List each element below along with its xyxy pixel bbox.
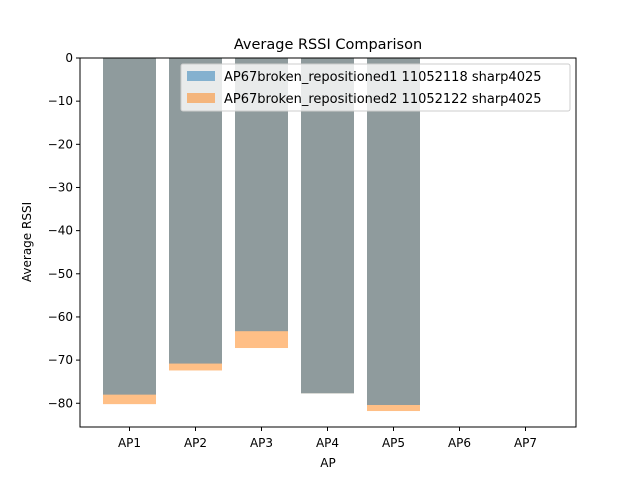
y-tick-label: −10 bbox=[48, 94, 73, 108]
bar-1-ap4 bbox=[301, 58, 354, 394]
chart-title: Average RSSI Comparison bbox=[234, 37, 422, 53]
x-axis-label: AP bbox=[320, 456, 335, 470]
y-tick-label: 0 bbox=[65, 51, 73, 65]
legend-box bbox=[180, 63, 571, 112]
legend-swatch bbox=[187, 71, 215, 81]
legend: AP67broken_repositioned1 11052118 sharp4… bbox=[180, 63, 571, 112]
y-tick-label: −60 bbox=[48, 310, 73, 324]
x-tick-label: AP5 bbox=[382, 436, 405, 450]
y-tick-label: −20 bbox=[48, 137, 73, 151]
x-axis: AP1 AP2 AP3 AP4 AP5 AP6 AP7 bbox=[118, 427, 537, 450]
bar-1-ap1 bbox=[103, 58, 156, 395]
legend-label: AP67broken_repositioned2 11052122 sharp4… bbox=[224, 92, 542, 107]
legend-label: AP67broken_repositioned1 11052118 sharp4… bbox=[224, 70, 542, 85]
x-tick-label: AP4 bbox=[316, 436, 339, 450]
y-tick-label: −80 bbox=[48, 396, 73, 410]
x-tick-label: AP6 bbox=[448, 436, 471, 450]
y-tick-label: −50 bbox=[48, 267, 73, 281]
bar-1-ap5 bbox=[367, 58, 420, 405]
x-tick-label: AP1 bbox=[118, 436, 141, 450]
y-tick-label: −40 bbox=[48, 224, 73, 238]
y-tick-label: −70 bbox=[48, 353, 73, 367]
x-tick-label: AP2 bbox=[184, 436, 207, 450]
legend-swatch bbox=[187, 93, 215, 103]
y-axis: 0 −10 −20 −30 −40 −50 −60 −70 −80 bbox=[48, 51, 80, 410]
x-tick-label: AP3 bbox=[250, 436, 273, 450]
y-axis-label: Average RSSI bbox=[20, 202, 34, 282]
y-tick-label: −30 bbox=[48, 180, 73, 194]
x-tick-label: AP7 bbox=[514, 436, 537, 450]
